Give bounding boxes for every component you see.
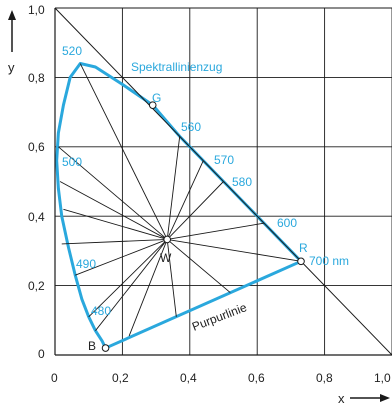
ray-line xyxy=(95,239,168,331)
point-label-g: G xyxy=(152,91,161,105)
wavelength-label: 570 xyxy=(214,153,234,167)
ray-line xyxy=(63,208,168,240)
ray-line xyxy=(166,181,224,240)
x-tick-labels: 0 0,2 0,4 0,6 0,8 1,0 xyxy=(51,371,391,385)
ray-line xyxy=(59,181,168,240)
wavelength-labels: 480 490 500 520 560 570 580 600 700 nm xyxy=(62,44,349,318)
point-marker-r xyxy=(297,257,305,266)
y-tick-labels: 1,0 0,8 0,6 0,4 0,2 0 xyxy=(28,3,45,361)
wavelength-label: 600 xyxy=(277,216,297,230)
purple-line xyxy=(104,259,302,350)
ray-line xyxy=(128,239,168,337)
wavelength-label: 480 xyxy=(91,304,111,318)
x-tick-label: 1,0 xyxy=(374,371,391,385)
ray-line xyxy=(167,222,265,240)
point-marker-w xyxy=(163,235,172,244)
rays-from-white-point xyxy=(58,63,302,337)
point-label-r: R xyxy=(299,241,308,255)
ray-line xyxy=(166,160,204,240)
wavelength-label: 520 xyxy=(62,44,82,58)
y-tick-label: 0 xyxy=(38,347,45,361)
wavelength-label: 500 xyxy=(62,155,82,169)
point-label-w: W xyxy=(160,251,172,265)
grid-lines xyxy=(55,7,392,355)
y-axis-arrow-icon xyxy=(8,10,16,52)
point-letters: W G R B xyxy=(88,91,308,353)
wavelength-label: 560 xyxy=(181,120,201,134)
x-axis-label: x xyxy=(338,391,345,406)
x-tick-label: 0 xyxy=(51,371,58,385)
y-tick-label: 0,4 xyxy=(28,210,45,224)
wavelength-label: 490 xyxy=(76,257,96,271)
ray-line xyxy=(166,239,177,317)
ray-line xyxy=(58,146,168,240)
y-tick-label: 0,6 xyxy=(28,140,45,154)
y-tick-label: 1,0 xyxy=(28,3,45,17)
y-axis-label: y xyxy=(8,60,15,75)
ray-line xyxy=(75,239,168,276)
x-tick-label: 0,8 xyxy=(316,371,333,385)
ray-line xyxy=(61,238,168,245)
point-markers xyxy=(101,101,305,352)
point-label-b: B xyxy=(88,339,96,353)
x-axis-arrow-icon xyxy=(350,394,390,402)
y-tick-label: 0,8 xyxy=(28,71,45,85)
point-marker-g xyxy=(148,101,157,109)
ray-line xyxy=(166,136,181,240)
y-tick-label: 0,2 xyxy=(28,279,45,293)
x-tick-label: 0,4 xyxy=(180,371,197,385)
diagonal-line xyxy=(54,7,392,356)
ray-line xyxy=(166,239,231,293)
x-tick-label: 0,6 xyxy=(248,371,265,385)
x-tick-label: 0,2 xyxy=(112,371,129,385)
ray-line xyxy=(167,239,302,262)
spectral-locus-label: Spektrallinienzug xyxy=(131,60,222,74)
ray-line xyxy=(79,63,168,240)
wavelength-label: 700 nm xyxy=(309,254,349,268)
ray-line xyxy=(88,239,168,318)
point-marker-b xyxy=(101,344,110,352)
wavelength-label: 580 xyxy=(232,175,252,189)
